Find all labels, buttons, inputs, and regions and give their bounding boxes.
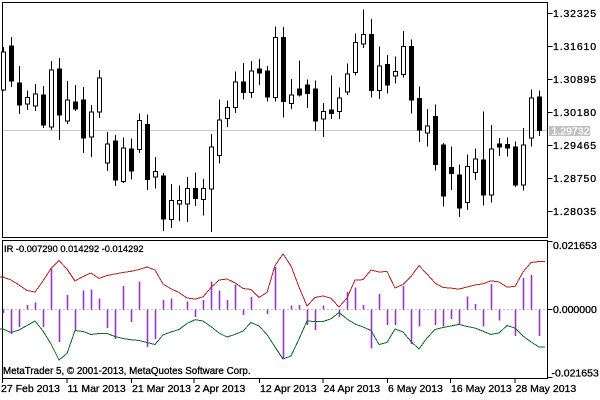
svg-text:24 Apr 2013: 24 Apr 2013: [324, 383, 381, 395]
svg-text:21 Mar 2013: 21 Mar 2013: [132, 383, 191, 395]
svg-text:1.28035: 1.28035: [553, 206, 597, 218]
svg-text:1.30180: 1.30180: [553, 107, 597, 119]
svg-text:0.000000: 0.000000: [553, 304, 597, 316]
svg-text:11 Mar 2013: 11 Mar 2013: [68, 383, 126, 395]
svg-text:1.32325: 1.32325: [553, 8, 597, 20]
svg-text:27 Feb 2013: 27 Feb 2013: [1, 383, 60, 395]
svg-text:12 Apr 2013: 12 Apr 2013: [260, 383, 317, 395]
svg-text:MetaTrader 5, © 2001-2013, Met: MetaTrader 5, © 2001-2013, MetaQuotes So…: [3, 366, 251, 377]
svg-text:1.29732: 1.29732: [552, 126, 590, 138]
svg-text:1.30895: 1.30895: [553, 74, 597, 86]
svg-text:1.29465: 1.29465: [553, 140, 597, 152]
svg-text:28 May 2013: 28 May 2013: [516, 383, 577, 395]
svg-text:6 May 2013: 6 May 2013: [388, 383, 443, 395]
svg-text:0.021653: 0.021653: [553, 240, 597, 252]
svg-text:1.31610: 1.31610: [553, 41, 597, 53]
svg-text:1.28750: 1.28750: [553, 173, 597, 185]
svg-text:IR -0.007290 0.014292 -0.01429: IR -0.007290 0.014292 -0.014292: [4, 244, 144, 254]
svg-text:-0.021653: -0.021653: [552, 368, 599, 380]
svg-text:16 May 2013: 16 May 2013: [451, 383, 512, 395]
svg-text:2 Apr 2013: 2 Apr 2013: [195, 383, 246, 395]
